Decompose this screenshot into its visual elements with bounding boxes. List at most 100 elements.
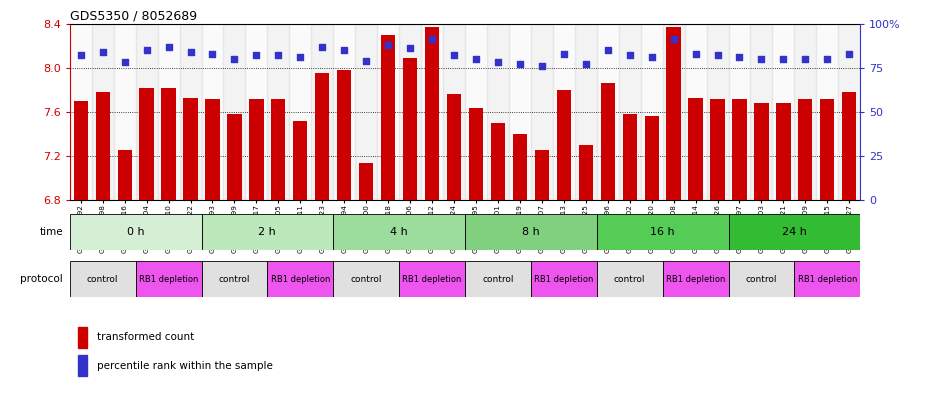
Bar (249, 99, 263, 200)
Bar (754, 103, 768, 200)
Point (512, 61, 527, 67)
Point (688, 50, 703, 57)
Bar (202, 24, 223, 200)
Point (271, 52, 286, 59)
Bar (578, 145, 593, 200)
Bar (597, 24, 618, 200)
Bar (662, 261, 728, 297)
Bar (403, 58, 418, 200)
Bar (535, 150, 549, 200)
Bar (711, 99, 724, 200)
Point (776, 56, 790, 62)
Text: control: control (86, 275, 118, 283)
Point (732, 54, 747, 60)
Bar (267, 24, 289, 200)
Bar (667, 27, 681, 200)
Bar (552, 24, 575, 200)
Point (227, 56, 242, 62)
Bar (70, 214, 202, 250)
Bar (136, 261, 202, 297)
Text: GDS5350 / 8052689: GDS5350 / 8052689 (70, 9, 197, 22)
Text: control: control (746, 275, 777, 283)
Point (446, 52, 461, 59)
Bar (487, 24, 509, 200)
Bar (140, 88, 153, 200)
Bar (509, 24, 531, 200)
Point (578, 61, 593, 67)
Text: 8 h: 8 h (522, 227, 539, 237)
Text: RB1 depletion: RB1 depletion (666, 275, 725, 283)
Bar (421, 24, 443, 200)
Bar (597, 261, 662, 297)
Bar (644, 116, 658, 200)
Point (403, 45, 418, 51)
Bar (688, 97, 703, 200)
Text: control: control (219, 275, 250, 283)
Bar (333, 261, 399, 297)
Bar (773, 24, 794, 200)
Bar (820, 99, 834, 200)
Bar (378, 24, 399, 200)
Text: time: time (40, 227, 63, 237)
Point (666, 37, 681, 43)
Point (556, 50, 571, 57)
Bar (70, 261, 136, 297)
Text: percentile rank within the sample: percentile rank within the sample (98, 361, 273, 371)
Bar (92, 24, 113, 200)
Bar (751, 24, 773, 200)
Bar (337, 70, 352, 200)
Bar (355, 24, 378, 200)
Bar (113, 24, 136, 200)
Text: control: control (482, 275, 513, 283)
Text: RB1 depletion: RB1 depletion (139, 275, 198, 283)
Bar (728, 24, 751, 200)
Bar (491, 123, 505, 200)
Bar (469, 108, 483, 200)
Bar (622, 114, 637, 200)
Point (95, 49, 110, 55)
Point (600, 47, 615, 53)
Point (249, 52, 264, 59)
Text: 16 h: 16 h (650, 227, 675, 237)
Text: RB1 depletion: RB1 depletion (271, 275, 330, 283)
Point (535, 63, 550, 69)
Bar (707, 24, 728, 200)
Bar (531, 24, 552, 200)
Bar (817, 24, 838, 200)
Point (425, 37, 440, 43)
Text: RB1 depletion: RB1 depletion (534, 275, 593, 283)
Bar (206, 99, 219, 200)
Bar (512, 134, 527, 200)
Bar (684, 24, 707, 200)
Point (117, 59, 132, 66)
Bar (359, 163, 373, 200)
Bar (465, 214, 597, 250)
Bar (77, 355, 87, 376)
Point (622, 52, 637, 59)
Bar (272, 99, 286, 200)
Bar (732, 99, 747, 200)
Bar (381, 35, 395, 200)
Text: RB1 depletion: RB1 depletion (403, 275, 462, 283)
Point (754, 56, 769, 62)
Point (161, 44, 176, 50)
Text: transformed count: transformed count (98, 332, 194, 342)
Bar (728, 214, 860, 250)
Bar (136, 24, 157, 200)
Bar (531, 261, 597, 297)
Text: 0 h: 0 h (126, 227, 144, 237)
Bar (267, 261, 333, 297)
Bar (399, 261, 465, 297)
Bar (183, 97, 198, 200)
Point (140, 47, 154, 53)
Point (842, 50, 857, 57)
Bar (333, 214, 465, 250)
Bar (77, 327, 87, 348)
Point (711, 52, 725, 59)
Text: 4 h: 4 h (391, 227, 408, 237)
Point (490, 59, 505, 66)
Bar (465, 24, 487, 200)
Bar (179, 24, 202, 200)
Bar (425, 27, 439, 200)
Point (820, 56, 835, 62)
